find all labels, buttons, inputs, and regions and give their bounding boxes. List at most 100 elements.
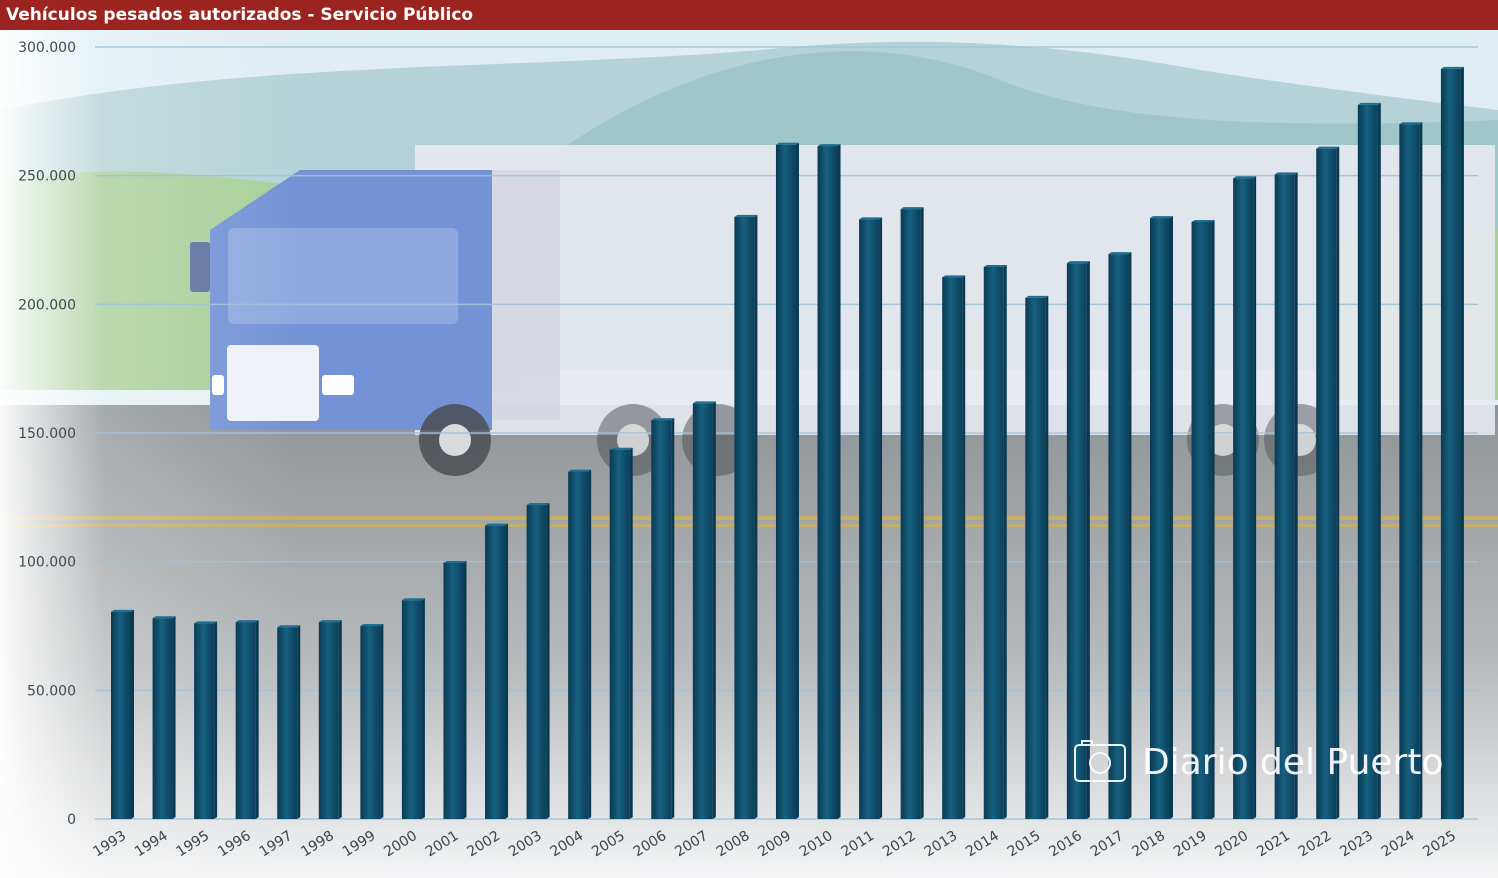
bar-cap (983, 265, 1007, 268)
bar-side (421, 598, 425, 819)
bar (1316, 148, 1337, 819)
bar-cap (1150, 216, 1173, 219)
bar (1150, 218, 1170, 820)
bar-cap (942, 275, 966, 278)
bar (152, 618, 173, 819)
y-tick-label: 0 (67, 812, 76, 828)
bar (983, 267, 1004, 819)
bar-cap (568, 469, 592, 472)
bar (609, 449, 630, 819)
bar-side (795, 142, 799, 819)
bar (1440, 68, 1461, 819)
bar-cap (1233, 176, 1257, 179)
bar (1399, 124, 1420, 819)
bar-cap (817, 144, 841, 147)
bar-cap (734, 214, 758, 217)
bar-cap (1066, 261, 1090, 264)
y-tick-label: 200.000 (18, 297, 76, 313)
bar (1066, 263, 1087, 819)
bar-side (1211, 219, 1215, 819)
bars (111, 66, 1464, 820)
bar (1233, 178, 1254, 820)
bar-cap (443, 560, 467, 563)
bar-cap (401, 598, 425, 601)
bar-cap (318, 620, 342, 623)
bar-cap (235, 620, 259, 623)
bar-side (131, 609, 134, 819)
y-tick-label: 100.000 (18, 555, 76, 571)
bar (485, 525, 506, 819)
watermark: Diario del Puerto (1074, 739, 1444, 783)
y-tick-label: 300.000 (18, 40, 76, 56)
bar-side (338, 620, 342, 819)
bar (942, 277, 963, 819)
bar (568, 471, 589, 819)
bar-cap (900, 207, 924, 210)
bar-side (879, 217, 883, 819)
bar-side (671, 418, 675, 819)
bar-side (1294, 172, 1298, 819)
bar (194, 623, 215, 819)
bar-side (380, 624, 384, 819)
bar-cap (360, 624, 384, 626)
bar (734, 216, 755, 820)
camera-icon (1074, 739, 1126, 782)
bar (900, 209, 921, 819)
bar-cap (1025, 295, 1049, 298)
bar-side (1419, 122, 1423, 819)
bar (1357, 104, 1378, 819)
bar-cap (1108, 252, 1132, 255)
bar-cap (609, 447, 633, 450)
bar-side (962, 275, 966, 819)
bar (111, 611, 131, 819)
bar-cap (485, 523, 509, 526)
bar-side (214, 621, 218, 819)
bar (318, 622, 339, 819)
bar-side (588, 469, 592, 819)
bar-cap (692, 401, 716, 404)
bar (1274, 174, 1295, 819)
bar (651, 420, 672, 819)
bar-side (1253, 176, 1257, 820)
bar-side (1460, 66, 1464, 819)
bar-side (920, 207, 924, 819)
bar-cap (1357, 102, 1381, 105)
bar (1108, 254, 1129, 820)
bar-cap (1399, 122, 1423, 125)
bar-cap (1316, 146, 1340, 149)
bar-cap (775, 142, 799, 145)
y-tick-label: 150.000 (18, 426, 76, 442)
bar (526, 505, 547, 819)
y-tick-label: 50.000 (27, 683, 76, 699)
bar-side (297, 625, 301, 819)
bar-side (546, 503, 550, 819)
bar (859, 219, 880, 819)
bar-side (837, 144, 841, 819)
y-tick-label: 250.000 (18, 169, 76, 185)
bar (775, 144, 796, 819)
bar (360, 626, 381, 819)
bar-side (712, 401, 716, 819)
bar (401, 600, 422, 819)
bar (277, 627, 298, 819)
y-axis: 0 50.000 100.000 150.000 200.000 250.000 300.0… (18, 40, 76, 828)
bar-cap (111, 609, 134, 612)
bar-side (1128, 252, 1132, 820)
bar-cap (277, 625, 301, 628)
bar-side (1336, 146, 1340, 819)
bar-side (255, 620, 259, 819)
bar (1191, 221, 1212, 819)
bar-cap (1274, 172, 1298, 175)
bar-chart: 0 50.000 100.000 150.000 200.000 250.000 300.0… (0, 30, 1498, 878)
bar-side (1003, 265, 1007, 819)
bar-side (505, 523, 509, 819)
bar-side (463, 560, 467, 819)
bar (1025, 297, 1046, 819)
bar (817, 146, 838, 819)
bar-cap (1191, 219, 1215, 222)
bar-cap (859, 217, 883, 220)
bar-cap (194, 621, 218, 624)
bar-side (629, 447, 633, 819)
watermark-text: Diario del Puerto (1142, 742, 1444, 783)
bar-side (1086, 261, 1090, 819)
